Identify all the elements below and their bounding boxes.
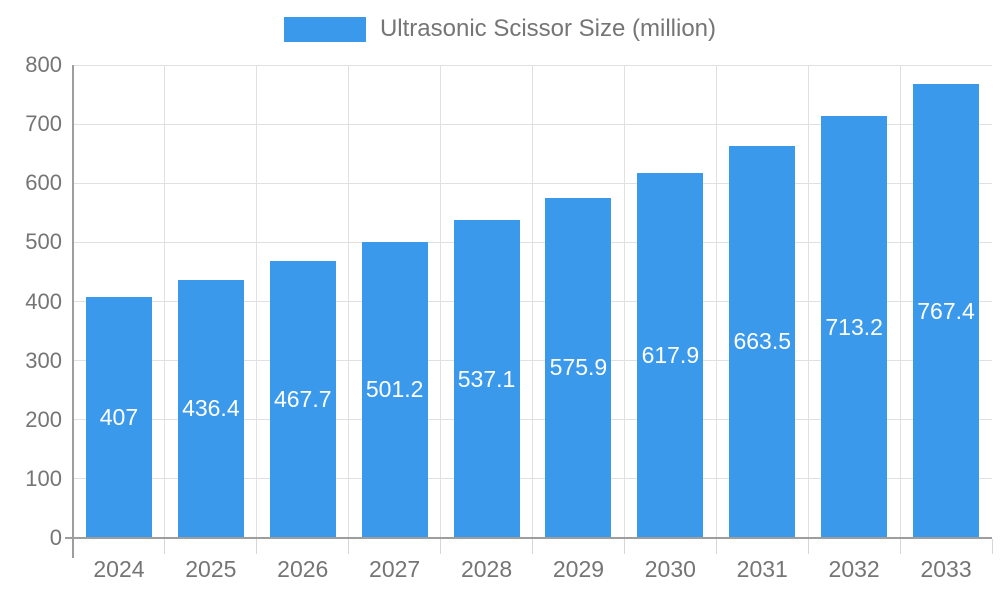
bar-2032: 713.2 — [821, 116, 888, 538]
x-tick-mark-10 — [991, 539, 993, 554]
x-tick-mark-7 — [715, 539, 717, 554]
bar-value-label-2031: 663.5 — [733, 328, 792, 355]
y-axis-line — [72, 65, 74, 558]
bar-2031: 663.5 — [729, 145, 796, 538]
bar-value-label-2029: 575.9 — [549, 354, 608, 381]
x-axis-line — [65, 537, 992, 539]
x-tick-label-2031: 2031 — [736, 556, 788, 582]
y-tick-label-500: 500 — [25, 229, 62, 255]
gridline-x-boundary-9 — [899, 65, 901, 538]
gridline-x-boundary-7 — [715, 65, 717, 538]
bar-2027: 501.2 — [361, 241, 428, 538]
x-tick-label-2032: 2032 — [828, 556, 880, 582]
y-tick-label-400: 400 — [25, 288, 62, 314]
gridline-x-boundary-2 — [256, 65, 258, 538]
bar-value-label-2027: 501.2 — [365, 376, 424, 403]
bar-value-label-2033: 767.4 — [917, 297, 975, 324]
bar-2025: 436.4 — [177, 279, 244, 538]
x-tick-mark-6 — [623, 539, 625, 554]
x-tick-label-2027: 2027 — [369, 556, 421, 582]
gridline-x-boundary-4 — [440, 65, 442, 538]
x-tick-label-2024: 2024 — [93, 556, 145, 582]
x-tick-mark-1 — [164, 539, 166, 554]
y-tick-label-800: 800 — [25, 52, 62, 77]
x-tick-mark-3 — [348, 539, 350, 554]
plot-area: 407 436.4 467.7 501.2 537.1 575.9 617.9 663.5 71… — [73, 64, 992, 538]
x-tick-label-2030: 2030 — [644, 556, 696, 582]
gridline-x-boundary-5 — [532, 65, 533, 538]
bar-value-label-2032: 713.2 — [825, 313, 883, 340]
bar-value-label-2025: 436.4 — [182, 395, 240, 422]
bar-value-label-2024: 407 — [99, 404, 139, 431]
y-tick-label-200: 200 — [25, 406, 62, 432]
legend-swatch — [283, 16, 366, 42]
bar-2028: 537.1 — [453, 220, 520, 538]
y-tick-label-100: 100 — [25, 465, 62, 491]
gridline-x-boundary-1 — [164, 65, 166, 538]
x-tick-label-2033: 2033 — [920, 556, 972, 582]
legend: Ultrasonic Scissor Size (million) — [0, 15, 1000, 43]
x-tick-mark-8 — [807, 539, 809, 554]
bar-value-label-2026: 467.7 — [273, 386, 332, 413]
bar-2029: 575.9 — [545, 197, 612, 538]
gridline-x-boundary-8 — [807, 65, 809, 538]
gridline-x-boundary-6 — [623, 65, 625, 538]
x-tick-mark-4 — [440, 539, 442, 554]
x-tick-mark-9 — [899, 539, 901, 554]
y-tick-label-700: 700 — [25, 111, 62, 137]
y-tick-label-300: 300 — [25, 347, 62, 373]
y-tick-label-600: 600 — [25, 170, 62, 196]
x-tick-mark-5 — [532, 539, 533, 554]
bar-value-label-2030: 617.9 — [641, 341, 700, 368]
bar-2030: 617.9 — [637, 172, 704, 538]
legend-label: Ultrasonic Scissor Size (million) — [379, 15, 717, 42]
x-tick-mark-2 — [256, 539, 258, 554]
bar-2026: 467.7 — [269, 261, 336, 538]
bar-2033: 767.4 — [913, 84, 980, 538]
gridline-x-boundary-3 — [348, 65, 350, 538]
x-tick-label-2025: 2025 — [185, 556, 237, 582]
x-tick-label-2028: 2028 — [460, 556, 513, 582]
bar-2024: 407 — [85, 297, 152, 538]
x-tick-label-2026: 2026 — [277, 556, 329, 582]
bar-value-label-2028: 537.1 — [457, 365, 516, 392]
x-tick-label-2029: 2029 — [552, 556, 605, 582]
y-tick-label-0: 0 — [49, 525, 62, 550]
